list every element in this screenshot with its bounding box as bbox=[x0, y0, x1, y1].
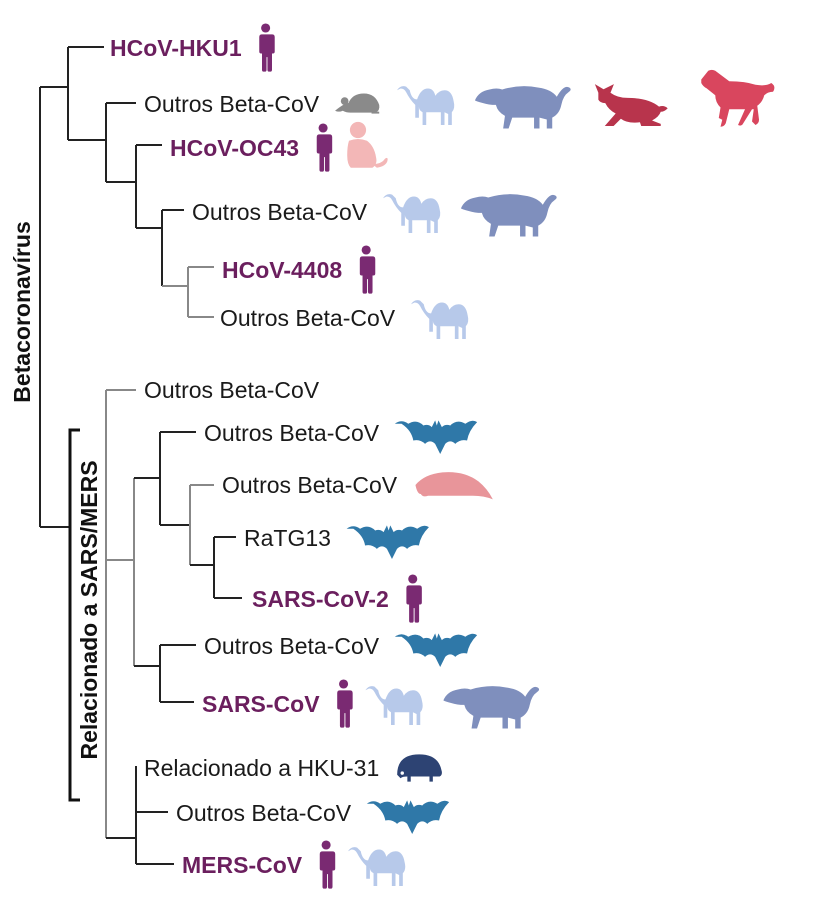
camel-icon bbox=[365, 686, 423, 726]
leaf-label: Outros Beta-CoV bbox=[220, 305, 396, 331]
civet-icon bbox=[443, 686, 540, 729]
bat-icon bbox=[366, 800, 450, 834]
bat-icon bbox=[394, 420, 478, 454]
camel-icon bbox=[347, 847, 406, 887]
tree-branches bbox=[39, 46, 242, 865]
camel-icon bbox=[382, 194, 441, 234]
human-icon bbox=[406, 574, 422, 623]
leaf-label: Outros Beta-CoV bbox=[144, 377, 320, 403]
leaf-label: Outros Beta-CoV bbox=[176, 800, 352, 826]
human-icon bbox=[316, 123, 333, 172]
clade-label-sars-mers: Relacionado a SARS/MERS bbox=[76, 460, 102, 759]
human-icon bbox=[319, 840, 336, 889]
tree-leaves: HCoV-HKU1 Outros Beta-CoV HCoV-OC43 Outros … bbox=[110, 23, 775, 889]
hedgehog-icon bbox=[397, 754, 442, 782]
leaf-label: Outros Beta-CoV bbox=[222, 472, 398, 498]
leaf-label: Outros Beta-CoV bbox=[204, 633, 380, 659]
leaf-label: SARS-CoV-2 bbox=[252, 586, 389, 612]
sars-mers-bracket bbox=[68, 428, 80, 802]
camel-icon bbox=[396, 86, 455, 126]
civet-icon bbox=[460, 194, 557, 237]
leaf-label: Outros Beta-CoV bbox=[144, 91, 320, 117]
bat-icon bbox=[346, 525, 429, 559]
leaf-label: SARS-CoV bbox=[202, 691, 320, 717]
bat-icon bbox=[394, 633, 478, 667]
leaf-label: Outros Beta-CoV bbox=[192, 199, 368, 225]
human-icon bbox=[337, 679, 353, 728]
leaf-label: HCoV-HKU1 bbox=[110, 35, 242, 61]
leaf-label: RaTG13 bbox=[244, 525, 331, 551]
leaf-label: Relacionado a HKU-31 bbox=[144, 755, 379, 781]
civet-icon bbox=[474, 86, 571, 129]
rodent-icon bbox=[335, 93, 380, 114]
leaf-label: MERS-CoV bbox=[182, 852, 303, 878]
leaf-label: HCoV-4408 bbox=[222, 257, 342, 283]
clade-label-betacoronavirus: Betacoronavírus bbox=[9, 221, 35, 403]
human-icon bbox=[359, 245, 376, 294]
horse-icon bbox=[701, 69, 775, 127]
leaf-label: HCoV-OC43 bbox=[170, 135, 299, 161]
camel-icon bbox=[410, 300, 469, 340]
rabbit-icon bbox=[594, 84, 668, 126]
leaf-label: Outros Beta-CoV bbox=[204, 420, 380, 446]
pangolin-icon bbox=[415, 472, 493, 500]
primate-icon bbox=[347, 121, 388, 168]
human-icon bbox=[259, 23, 275, 72]
